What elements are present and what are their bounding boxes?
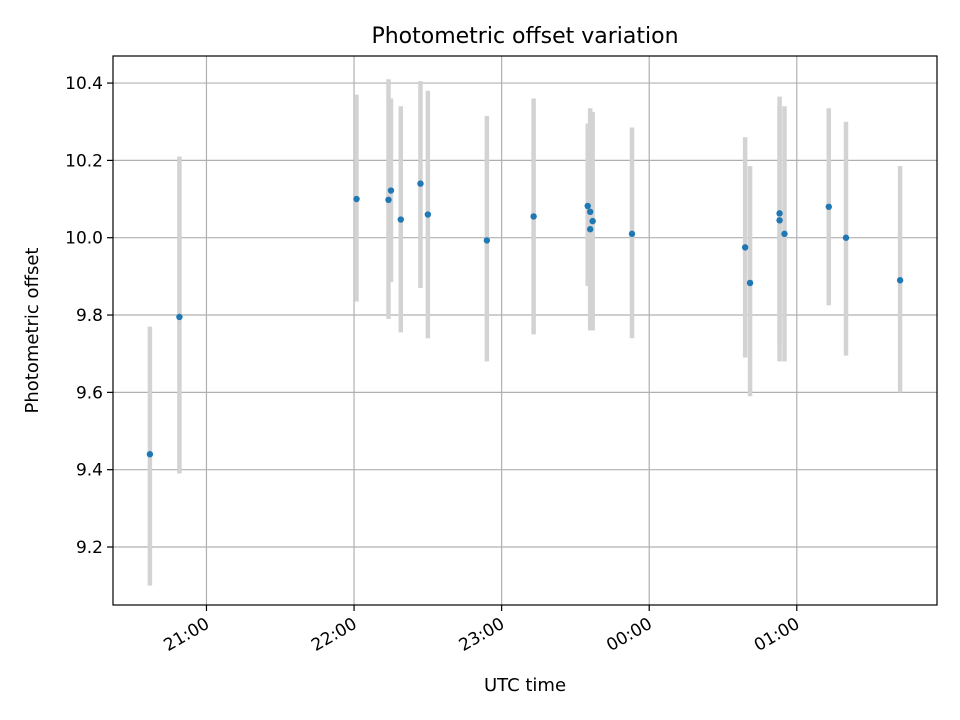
data-points [146, 180, 904, 458]
data-point [776, 217, 783, 224]
data-point [530, 213, 537, 220]
y-tick-label: 9.6 [76, 383, 103, 403]
data-point [397, 216, 404, 223]
x-tick-label: 01:00 [751, 614, 803, 656]
chart-title: Photometric offset variation [371, 24, 678, 49]
data-point [589, 217, 596, 225]
y-tick-label: 9.4 [76, 461, 103, 481]
y-tick-label: 10.4 [65, 74, 103, 94]
data-point [146, 451, 154, 458]
y-tick-label: 9.2 [76, 538, 103, 558]
data-point [424, 211, 432, 218]
data-point [584, 202, 591, 210]
axis-ticks: 9.2 9.4 9.6 9.8 10.0 10.2 10.4 21:00 22:00 23:00 0… [65, 74, 803, 656]
x-tick-label: 23:00 [456, 614, 508, 656]
y-tick-label: 10.0 [65, 229, 103, 249]
error-bars [147, 79, 903, 586]
data-point [176, 313, 183, 321]
plot-frame [112, 55, 938, 606]
y-tick-label: 10.2 [65, 151, 103, 171]
x-tick-label: 00:00 [603, 614, 655, 656]
data-point [842, 234, 850, 241]
grid-lines [113, 56, 937, 605]
y-axis-label: Photometric offset [22, 248, 43, 414]
data-point [628, 230, 636, 238]
x-tick-label: 22:00 [308, 614, 360, 656]
data-point [741, 244, 749, 251]
data-point [896, 277, 904, 284]
data-point [387, 187, 395, 194]
data-point [776, 210, 783, 217]
data-point [586, 226, 594, 233]
data-point [483, 237, 491, 244]
x-tick-label: 21:00 [161, 614, 213, 656]
data-point [417, 180, 424, 187]
data-point [781, 230, 788, 238]
y-tick-label: 9.8 [76, 306, 103, 326]
x-axis-label: UTC time [484, 675, 566, 696]
data-point [385, 196, 392, 204]
data-point [825, 203, 832, 210]
data-point [746, 279, 754, 287]
data-point [353, 195, 360, 203]
data-point [586, 208, 594, 216]
